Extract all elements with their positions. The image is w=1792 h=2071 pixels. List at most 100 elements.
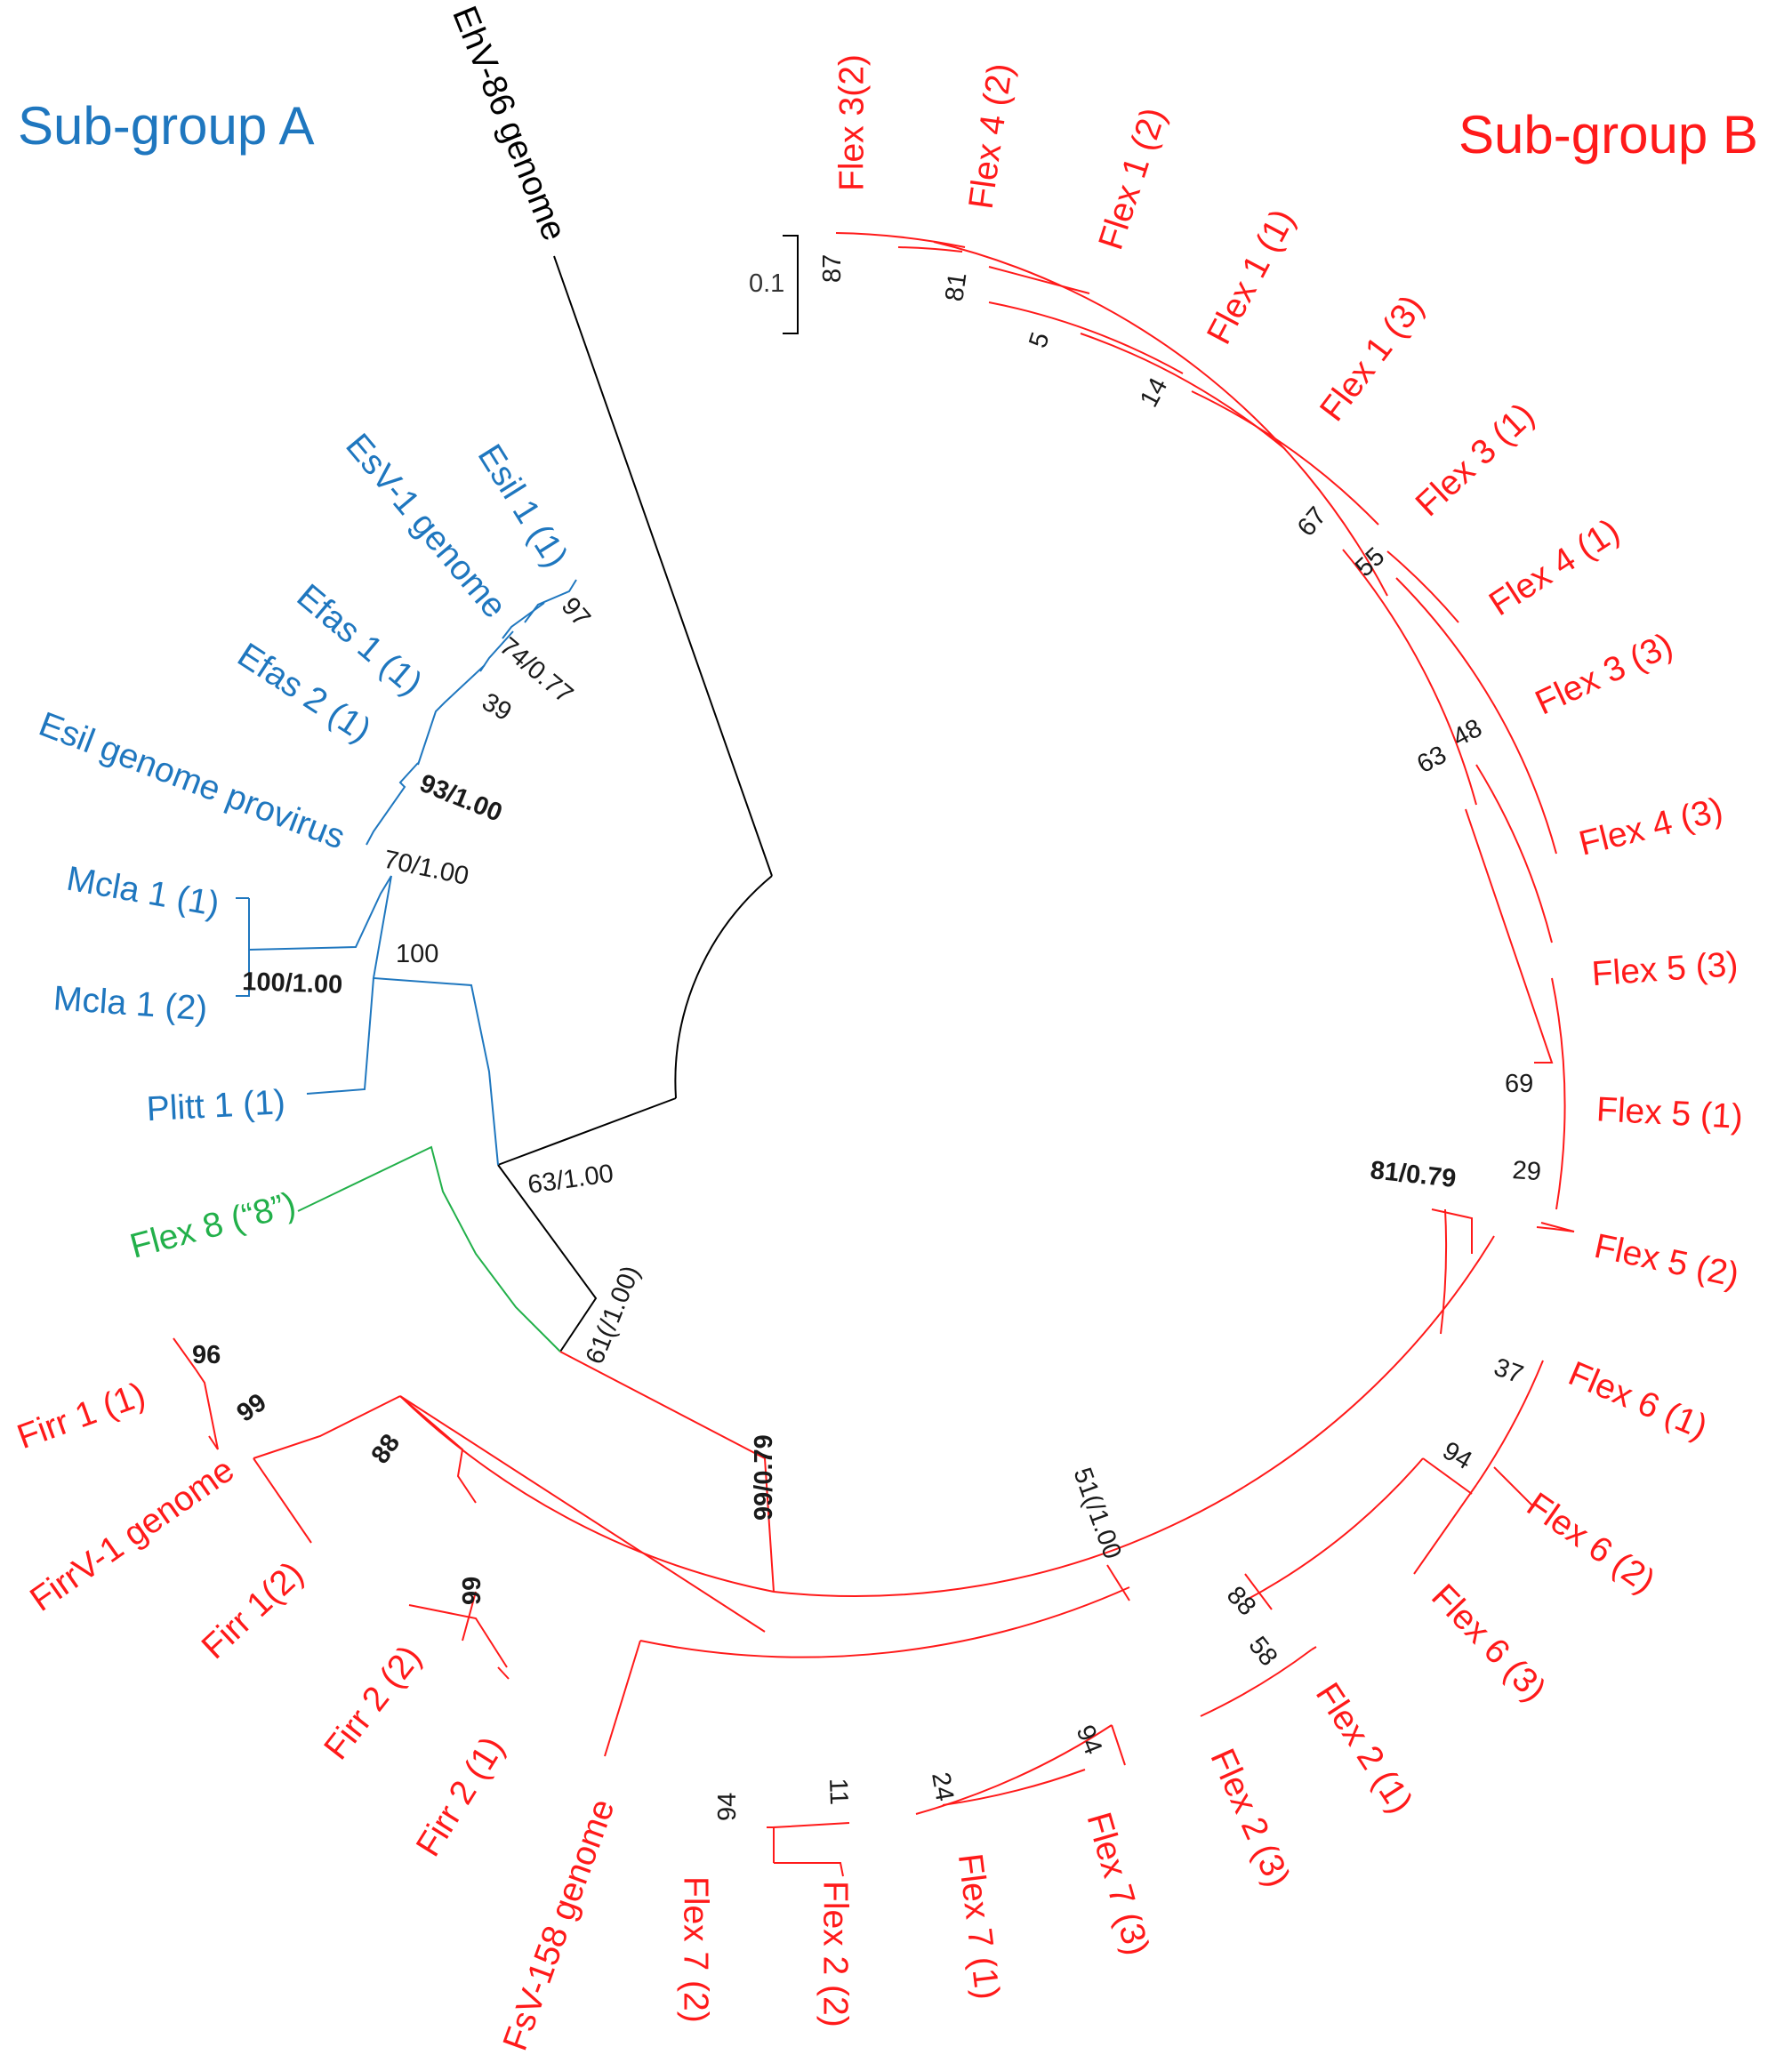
support-value-s48: 48 [1448,714,1487,752]
support-value-s61: 61(/1.00) [581,1262,646,1369]
support-value-s11: 11 [824,1778,853,1805]
support-value-s55: 55 [1350,542,1390,582]
support-value-s37: 37 [1491,1353,1527,1390]
taxon-label-flex6_3: Flex 6 (3) [1424,1577,1553,1709]
support-value-s58: 58 [1242,1632,1282,1672]
tip-firr1-2 [253,1457,312,1544]
support-value-s94c: 94 [713,1793,742,1821]
arc-flex4-2 [897,246,963,253]
branch-plitt [306,977,374,1095]
support-value-s5: 5 [1024,329,1055,351]
support-value-s93: 93/1.00 [415,769,506,828]
tip-firrv [208,1435,219,1450]
branch-a-stem [372,875,499,1166]
taxon-label-plitt: Plitt 1 (1) [146,1083,286,1128]
taxon-label-mcla1_1: Mcla 1 (1) [64,860,222,924]
subgroup-b-title: Sub-group B [1459,105,1758,165]
taxon-label-flex1_2: Flex 1 (2) [1091,103,1173,254]
scale-bar-label: 0.1 [749,269,784,298]
tip-flex6-3 [1413,1484,1477,1575]
tip-flex6-2 [1493,1466,1535,1508]
support-value-s39: 39 [478,687,517,726]
tip-flex2-1 [1311,1646,1317,1650]
tip-flex1-2 [988,266,1090,294]
group-b-branches [173,232,1575,1877]
node-94c [773,1822,850,1863]
support-value-s100100: 100/1.00 [242,967,343,999]
arc-flex6-node [1244,1457,1424,1601]
arc-flex1 [988,301,1184,374]
arc-flex7 [915,1724,1113,1815]
node-94a [1422,1457,1473,1495]
support-value-s51: 51(/1.00 [1067,1464,1126,1562]
branch-esv [502,602,545,639]
support-value-s81079: 81/0.79 [1369,1156,1458,1193]
support-value-s29: 29 [1512,1156,1542,1186]
node-96 [195,1369,219,1450]
taxon-label-esilprov: Esil genome provirus [34,705,350,857]
taxon-label-flex2_1: Flex 2 (1) [1308,1676,1420,1820]
root-branch-b [497,1164,598,1353]
support-value-s81: 81 [940,271,972,303]
taxon-label-firr1_1: Firr 1 (1) [12,1376,150,1457]
branch-esilprov [366,762,419,846]
taxon-label-flex3_2: Flex 3(2) [832,54,871,191]
scale-bar: 0.1 [749,235,799,334]
arc-flex-top [835,232,966,248]
branch-efas2 [417,664,486,766]
arc-flex7-b [942,1769,1086,1806]
arc-b-right [1440,1208,1448,1335]
arc-flex3-3 [1395,577,1557,855]
support-value-s99a: 99 [232,1388,272,1428]
arc-flex3-1 [1191,390,1379,526]
tip-flex2-2 [774,1862,844,1877]
tip-flex5-2 [1540,1222,1575,1232]
node-88a [399,1395,766,1633]
node-99b [462,1591,477,1642]
node-flex5 [1465,808,1554,1064]
firr2-clade [399,1395,477,1504]
support-value-s99b: 99 [458,1577,486,1605]
support-value-s88a: 88 [366,1429,406,1469]
support-value-s24: 24 [926,1770,959,1803]
taxon-label-flex7_3: Flex 7 (3) [1079,1808,1156,1959]
node-51 [1106,1564,1130,1601]
support-value-s87: 87 [818,254,847,283]
arc-flex4-1 [1386,550,1459,623]
taxon-label-firr2_2: Firr 2 (2) [317,1639,429,1767]
taxon-label-esil1: Esil 1 (1) [470,437,575,574]
arc-flex1-b [1080,333,1286,450]
taxon-label-firrv: FirrV-1 genome [23,1450,241,1618]
support-value-s94a: 94 [1438,1436,1477,1475]
support-value-s94b: 94 [1071,1722,1108,1759]
taxon-label-flex3_3: Flex 3 (3) [1530,626,1678,723]
taxon-label-flex8: Flex 8 (“8”) [126,1185,300,1266]
outgroup-branches [497,255,773,1353]
support-value-s63b: 63 [1412,741,1451,779]
taxon-label-flex7_1: Flex 7 (1) [951,1851,1007,2002]
taxon-label-flex4_3: Flex 4 (3) [1575,791,1726,863]
taxon-label-flex1_1: Flex 1 (1) [1200,203,1302,350]
node-94b [1111,1724,1126,1766]
support-value-s96: 96 [192,1341,221,1369]
tip-firr2-2 [408,1604,508,1668]
arc-b-bottom [639,1586,1130,1658]
arc-inner-top [933,241,1388,597]
taxon-label-fsv: FsV-158 genome [496,1794,623,2056]
arc-b-big [399,1235,1495,1597]
tip-firr2-1 [497,1666,510,1680]
taxon-label-flex5_3: Flex 5 (3) [1590,945,1739,993]
support-value-s97: 97 [556,592,596,632]
taxon-label-flex6_2: Flex 6 (2) [1520,1486,1662,1601]
taxon-label-flex4_2: Flex 4 (2) [962,61,1021,212]
taxon-label-ehv: EhV-86 genome [445,1,574,245]
node-88b [1244,1573,1273,1610]
ehv-arc [674,875,773,1099]
node-81079 [1431,1208,1473,1254]
support-value-s67: 67 [1292,502,1332,542]
branch-mcla-node [248,875,392,951]
taxon-label-flex6_1: Flex 6 (1) [1563,1354,1712,1447]
branch-flex8 [297,1145,561,1353]
arc-flex6 [1475,1360,1544,1486]
